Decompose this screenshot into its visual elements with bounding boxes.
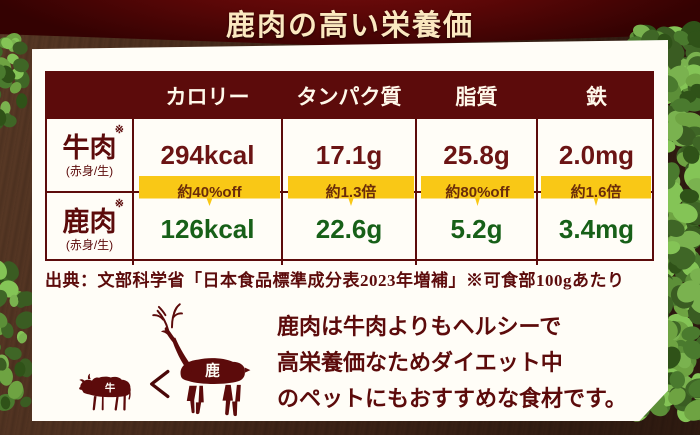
svg-text:牛: 牛: [105, 381, 115, 394]
svg-text:鹿: 鹿: [205, 361, 220, 379]
